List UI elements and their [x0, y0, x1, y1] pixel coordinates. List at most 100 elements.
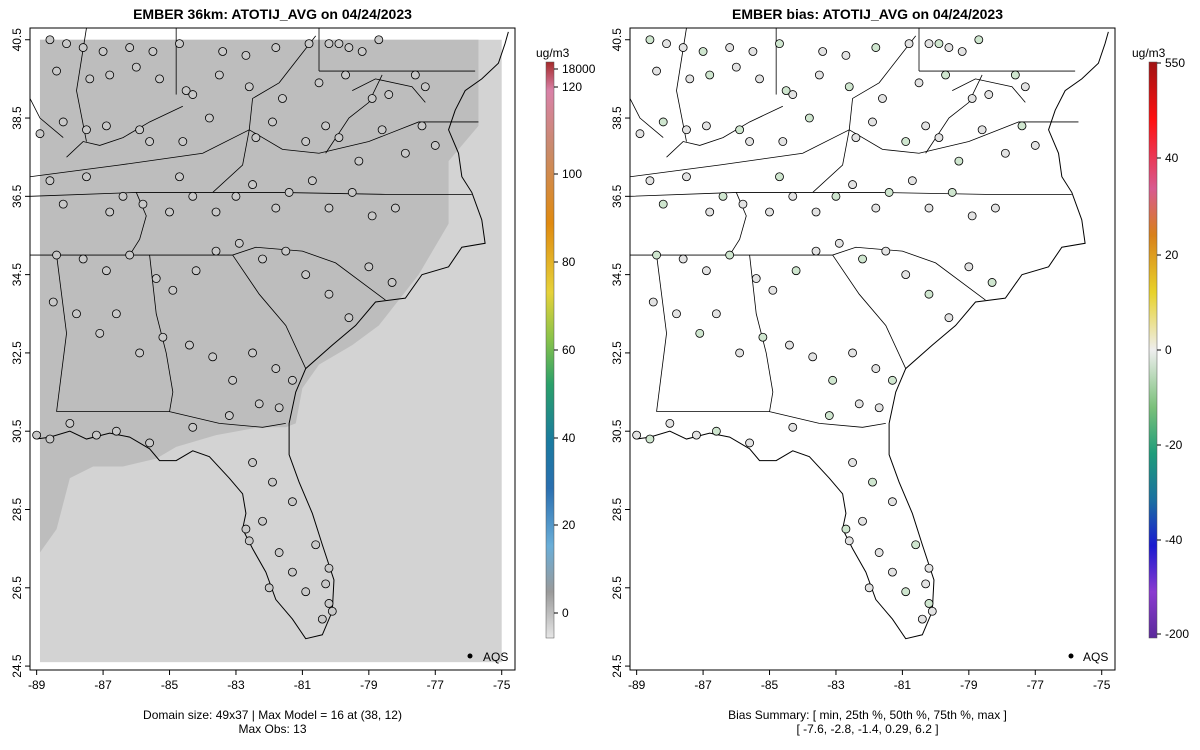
aqs-site-marker — [991, 203, 1000, 213]
state-border — [952, 78, 1026, 103]
aqs-site-marker — [234, 238, 244, 248]
aqs-site-marker — [324, 203, 334, 213]
aqs-site-marker — [954, 156, 964, 166]
y-tick-label: 30.5 — [610, 419, 624, 443]
aqs-site-marker — [672, 309, 681, 319]
aqs-site-marker — [854, 399, 864, 409]
aqs-site-marker — [430, 141, 440, 150]
aqs-site-marker — [781, 86, 791, 96]
aqs-site-marker — [828, 375, 838, 385]
aqs-site-marker — [52, 66, 61, 76]
aqs-site-marker — [745, 438, 754, 448]
aqs-site-marker — [682, 172, 691, 182]
state-border — [29, 98, 64, 138]
aqs-site-marker — [941, 70, 950, 80]
aqs-site-marker — [648, 297, 658, 307]
aqs-site-marker — [45, 434, 55, 444]
model-concentration-field — [39, 39, 479, 553]
aqs-site-marker — [788, 191, 798, 201]
aqs-site-marker — [858, 254, 867, 264]
legend-colorbar — [545, 61, 555, 639]
state-border — [769, 411, 886, 428]
aqs-site-marker — [964, 262, 974, 272]
x-tick-label: -85 — [761, 678, 779, 692]
legend-tick-label: 0 — [1165, 343, 1172, 357]
aqs-site-marker — [888, 567, 897, 577]
aqs-site-marker — [934, 39, 944, 49]
left-footer-line1: Domain size: 49x37 | Max Model = 16 at (… — [143, 708, 402, 722]
aqs-site-marker — [791, 266, 801, 276]
y-tick-label: 24.5 — [610, 654, 624, 678]
legend-tick-label: -20 — [1165, 438, 1183, 452]
y-tick-label: 34.5 — [10, 263, 24, 287]
aqs-site-marker — [224, 411, 234, 420]
aqs-site-marker — [924, 599, 934, 608]
aqs-site-marker — [341, 70, 350, 80]
aqs-site-marker — [125, 250, 135, 260]
aqs-site-marker — [765, 207, 774, 217]
aqs-site-marker — [204, 113, 214, 123]
aqs-site-marker — [871, 364, 881, 373]
aqs-site-marker — [344, 43, 354, 52]
y-tick-label: 38.5 — [10, 106, 24, 130]
aqs-site-marker — [878, 94, 887, 103]
aqs-site-marker — [841, 524, 851, 534]
aqs-site-marker — [135, 348, 145, 358]
aqs-site-marker — [52, 250, 61, 260]
aqs-site-marker — [848, 348, 857, 358]
aqs-site-marker — [921, 121, 931, 131]
state-border — [629, 121, 1079, 178]
aqs-site-marker — [748, 47, 758, 56]
aqs-site-marker — [145, 137, 154, 146]
aqs-site-marker — [751, 274, 761, 283]
aqs-site-marker — [658, 199, 668, 209]
legend-tick-label: 0 — [562, 606, 569, 620]
aqs-site-marker — [924, 203, 934, 213]
aqs-site-marker — [248, 348, 257, 358]
aqs-site-marker — [725, 43, 735, 52]
aqs-site-marker — [967, 211, 977, 221]
aqs-site-marker — [917, 614, 927, 624]
aqs-site-marker — [45, 176, 55, 186]
aqs-site-marker — [818, 47, 828, 56]
legend-tick-label: 550 — [1165, 56, 1185, 70]
aqs-site-marker — [105, 207, 115, 217]
aqs-site-marker — [251, 133, 261, 143]
aqs-site-marker — [957, 47, 967, 56]
aqs-site-marker — [158, 332, 168, 342]
aqs-site-marker — [271, 203, 281, 213]
aqs-site-marker — [334, 133, 344, 143]
aqs-site-marker — [927, 606, 937, 616]
aqs-site-marker — [901, 270, 911, 280]
legend-tick-label: 40 — [562, 431, 576, 445]
aqs-site-marker — [175, 172, 184, 182]
aqs-site-marker — [78, 254, 88, 264]
aqs-site-marker — [685, 74, 695, 84]
aqs-site-marker — [967, 94, 977, 103]
x-tick-label: -83 — [227, 678, 245, 692]
aqs-site-marker — [274, 548, 284, 557]
aqs-site-marker — [118, 191, 128, 201]
aqs-site-marker — [824, 411, 834, 420]
aqs-site-marker — [1010, 70, 1020, 80]
aqs-site-marker — [271, 43, 281, 52]
y-tick-label: 32.5 — [10, 341, 24, 365]
y-tick-label: 40.5 — [610, 28, 624, 52]
aqs-site-marker — [317, 614, 327, 624]
aqs-site-marker — [987, 278, 997, 287]
aqs-site-marker — [218, 47, 228, 56]
right-legend-unit: ug/m3 — [1132, 46, 1166, 60]
aqs-site-marker — [357, 47, 367, 56]
state-border — [629, 192, 1072, 197]
state-border — [630, 246, 986, 301]
coastline — [36, 31, 509, 640]
right-map-title: EMBER bias: ATOTIJ_AVG on 04/24/2023 — [731, 6, 1004, 22]
aqs-site-marker — [211, 246, 221, 256]
aqs-site-marker — [288, 497, 297, 507]
x-tick-label: -89 — [28, 678, 46, 692]
y-tick-label: 36.5 — [610, 184, 624, 208]
legend-tick-label: 60 — [562, 343, 576, 357]
aqs-site-marker — [884, 188, 894, 197]
aqs-site-marker — [864, 583, 874, 593]
state-border — [29, 121, 479, 178]
